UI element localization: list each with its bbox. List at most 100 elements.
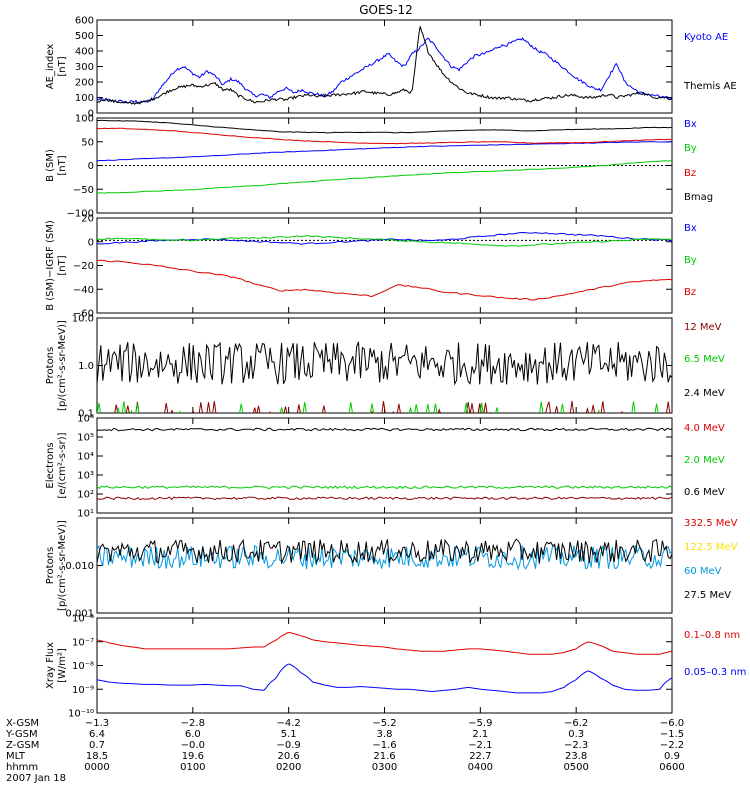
xaxis-value: −1.5 bbox=[660, 729, 684, 740]
xaxis-row-label: Y-GSM bbox=[5, 729, 38, 740]
legend-xray-1: 0.05–0.3 nm bbox=[684, 667, 746, 678]
y-tick-label: 50 bbox=[81, 137, 94, 148]
y-tick-label: 10⁻⁷ bbox=[72, 637, 94, 648]
panel-frame bbox=[96, 19, 673, 114]
y-tick-label: 10¹ bbox=[77, 509, 94, 520]
series-group bbox=[97, 631, 672, 694]
y-tick-label: 0 bbox=[88, 237, 94, 248]
legend-bsm-0: Bx bbox=[684, 119, 697, 130]
y-tick-label: 10⁻¹⁰ bbox=[68, 709, 94, 720]
xaxis-value: 0200 bbox=[276, 762, 301, 773]
panel-frame bbox=[96, 217, 673, 314]
panel-frame bbox=[96, 417, 673, 514]
series-line-xray-0 bbox=[97, 631, 672, 655]
xaxis-row-label: Z-GSM bbox=[6, 740, 39, 751]
y-tick-label: 10⁻⁶ bbox=[72, 614, 94, 625]
y-axis-label: AE_index [nT] bbox=[45, 44, 68, 90]
series-group bbox=[97, 341, 672, 413]
y-tick-label: 10.0 bbox=[72, 314, 94, 325]
xaxis-value: −2.2 bbox=[660, 740, 684, 751]
legend-ae-0: Kyoto AE bbox=[684, 32, 728, 43]
legend-bigrf-0: Bx bbox=[684, 223, 697, 234]
series-group bbox=[97, 538, 672, 571]
y-tick-label: 10² bbox=[77, 490, 94, 501]
xaxis-value: 20.6 bbox=[278, 751, 300, 762]
y-tick-label: 1.0 bbox=[78, 361, 94, 372]
y-tick-label: 10⁶ bbox=[77, 414, 94, 425]
y-axis-label: Protons [p/(cm²-s-sr-MeV)] bbox=[45, 320, 68, 411]
series-group bbox=[97, 231, 672, 301]
y-label-line-2: [e/(cm²-s-sr)] bbox=[57, 432, 68, 498]
legend-protons2-3: 27.5 MeV bbox=[684, 590, 731, 601]
xaxis-row-label: hhmm bbox=[6, 762, 38, 773]
y-axis-label: B (SM) [nT] bbox=[45, 149, 68, 182]
xaxis-value: 5.1 bbox=[281, 729, 297, 740]
series-line-electrons-2 bbox=[97, 427, 672, 432]
y-tick-label: −20 bbox=[73, 261, 94, 272]
legend-bsm-2: Bz bbox=[684, 168, 696, 179]
xaxis-value: −2.1 bbox=[468, 740, 492, 751]
panel-frame bbox=[96, 317, 673, 414]
y-tick-label: 500 bbox=[75, 31, 94, 42]
legend-bigrf-1: By bbox=[684, 255, 697, 266]
panel-bsm: −100 −50 0 50 100 B (SM) [nT] Bx By Bz Bmag bbox=[45, 114, 713, 220]
xaxis-value: 6.4 bbox=[89, 729, 105, 740]
xaxis-value: −6.2 bbox=[564, 718, 588, 729]
y-tick-label: 0.1 bbox=[78, 409, 94, 420]
series-line-bigrf-2 bbox=[97, 259, 672, 301]
y-tick-label: 10⁻⁹ bbox=[72, 685, 94, 696]
panel-electrons: 10¹ 10² 10³ 10⁴ 10⁵ 10⁶ Electrons [e/(cm²-s-sr)… bbox=[45, 414, 725, 520]
series-line-bsm-3 bbox=[97, 119, 672, 134]
y-tick-label: −50 bbox=[73, 185, 94, 196]
xaxis-value: 0000 bbox=[84, 762, 109, 773]
y-tick-label: 20 bbox=[81, 214, 94, 225]
y-tick-label: 0.001 bbox=[65, 609, 94, 620]
series-group bbox=[97, 26, 672, 105]
xaxis-value: −5.2 bbox=[372, 718, 396, 729]
xaxis-value: 0300 bbox=[372, 762, 397, 773]
y-tick-label: 10⁵ bbox=[77, 433, 94, 444]
xaxis-value: −0.9 bbox=[277, 740, 301, 751]
xaxis-value: −2.3 bbox=[564, 740, 588, 751]
xaxis-row-label: X-GSM bbox=[6, 718, 39, 729]
panel-protons1: 0.1 1.0 10.0 Protons [p/(cm²-s-sr-MeV)] 12 Me… bbox=[45, 314, 725, 420]
legend-protons1-2: 2.4 MeV bbox=[684, 388, 725, 399]
series-group bbox=[97, 427, 672, 501]
xaxis-value: 3.8 bbox=[377, 729, 393, 740]
legend-protons2-0: 332.5 MeV bbox=[684, 518, 738, 529]
y-tick-label: −100 bbox=[67, 209, 94, 220]
series-line-xray-1 bbox=[97, 663, 672, 694]
y-tick-label: −60 bbox=[73, 309, 94, 320]
series-line-protons1-0 bbox=[114, 400, 671, 413]
series-line-ae-1 bbox=[97, 26, 672, 105]
series-group bbox=[97, 119, 672, 194]
y-tick-label: 100 bbox=[75, 114, 94, 125]
y-tick-label: 200 bbox=[75, 78, 94, 89]
xaxis-value: −4.2 bbox=[277, 718, 301, 729]
y-label-line-1: Protons bbox=[45, 347, 56, 384]
y-tick-label: 0.010 bbox=[65, 561, 94, 572]
y-tick-label: 300 bbox=[75, 62, 94, 73]
y-label-line-1: Protons bbox=[45, 547, 56, 584]
y-label-line-2: [nT] bbox=[57, 255, 68, 275]
series-line-bsm-2 bbox=[97, 127, 672, 145]
xaxis-value: 18.5 bbox=[86, 751, 108, 762]
y-label-line-1: B (SM) bbox=[45, 149, 56, 182]
legend-protons2-1: 122.5 MeV bbox=[684, 542, 738, 553]
series-line-ae-0 bbox=[97, 37, 672, 104]
legend-electrons-1: 2.0 MeV bbox=[684, 455, 725, 466]
legend-electrons-0: 4.0 MeV bbox=[684, 423, 725, 434]
xaxis-value: 0.9 bbox=[664, 751, 680, 762]
y-label-line-1: Xray Flux bbox=[45, 642, 56, 689]
y-label-line-1: Electrons bbox=[45, 442, 56, 488]
y-tick-label: 0 bbox=[88, 161, 94, 172]
xaxis-value: 21.6 bbox=[373, 751, 395, 762]
y-axis-label: B (SM)−IGRF (SM) [nT] bbox=[45, 220, 68, 311]
series-line-bigrf-1 bbox=[97, 235, 672, 247]
series-line-electrons-1 bbox=[97, 485, 672, 490]
legend-bsm-1: By bbox=[684, 143, 697, 154]
xaxis-value: 0100 bbox=[180, 762, 205, 773]
y-axis-label: Electrons [e/(cm²-s-sr)] bbox=[45, 432, 68, 498]
legend-ae-1: Themis AE bbox=[683, 81, 737, 92]
legend-bigrf-2: Bz bbox=[684, 287, 696, 298]
